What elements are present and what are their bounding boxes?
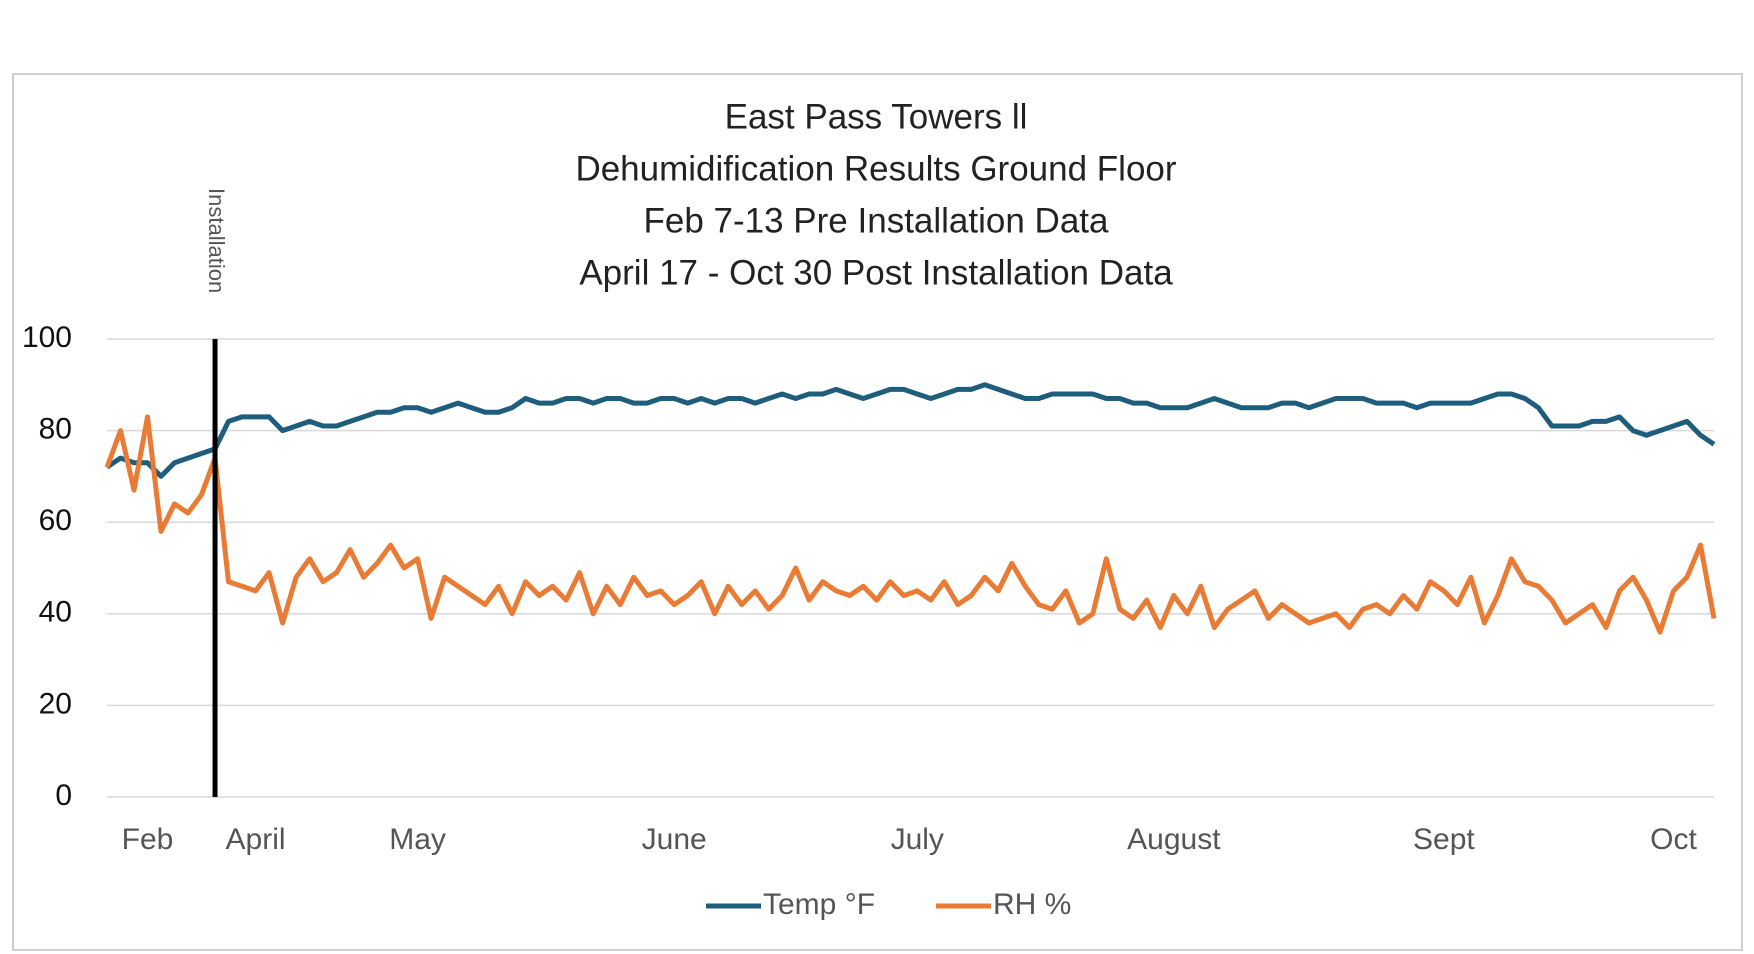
x-tick-label: August xyxy=(1127,823,1221,856)
y-tick-label: 0 xyxy=(55,779,72,812)
legend-label: Temp °F xyxy=(763,888,875,921)
x-tick-label: Oct xyxy=(1650,823,1697,856)
chart-title: Dehumidification Results Ground Floor xyxy=(575,149,1176,188)
y-tick-label: 60 xyxy=(39,504,72,537)
series-line xyxy=(104,414,1717,635)
chart-title: April 17 - Oct 30 Post Installation Data xyxy=(579,253,1173,292)
x-tick-label: April xyxy=(226,823,286,856)
y-tick-label: 80 xyxy=(39,413,72,446)
y-tick-label: 40 xyxy=(39,596,72,629)
x-tick-label: May xyxy=(389,823,446,856)
chart-title: Feb 7-13 Pre Installation Data xyxy=(644,201,1110,240)
x-tick-label: Sept xyxy=(1413,823,1475,856)
x-tick-label: July xyxy=(891,823,944,856)
chart-title: East Pass Towers ll xyxy=(725,97,1028,136)
annotation-label: Installation xyxy=(204,188,229,293)
legend-label: RH % xyxy=(993,888,1071,921)
y-tick-label: 20 xyxy=(39,687,72,720)
x-tick-label: Feb xyxy=(122,823,174,856)
chart-border xyxy=(12,73,1743,951)
y-tick-label: 100 xyxy=(22,321,72,354)
x-tick-label: June xyxy=(642,823,707,856)
series-line xyxy=(105,382,1716,479)
